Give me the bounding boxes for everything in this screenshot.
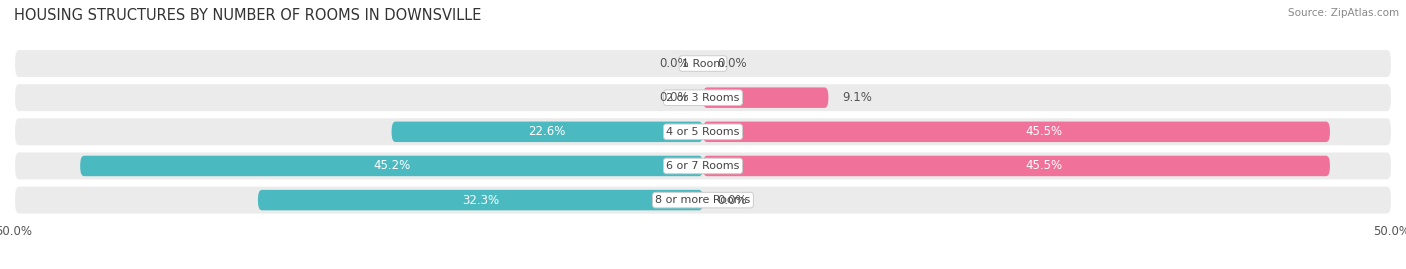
Text: Source: ZipAtlas.com: Source: ZipAtlas.com: [1288, 8, 1399, 18]
Text: 45.2%: 45.2%: [373, 160, 411, 172]
Text: 2 or 3 Rooms: 2 or 3 Rooms: [666, 93, 740, 103]
FancyBboxPatch shape: [80, 156, 703, 176]
Text: 32.3%: 32.3%: [463, 194, 499, 207]
Text: 9.1%: 9.1%: [842, 91, 872, 104]
Text: 8 or more Rooms: 8 or more Rooms: [655, 195, 751, 205]
Text: 0.0%: 0.0%: [659, 91, 689, 104]
Text: 0.0%: 0.0%: [659, 57, 689, 70]
FancyBboxPatch shape: [14, 49, 1392, 78]
FancyBboxPatch shape: [703, 122, 1330, 142]
Text: 1 Room: 1 Room: [682, 59, 724, 69]
FancyBboxPatch shape: [257, 190, 703, 210]
Text: 45.5%: 45.5%: [1025, 125, 1063, 138]
FancyBboxPatch shape: [392, 122, 703, 142]
FancyBboxPatch shape: [14, 186, 1392, 215]
FancyBboxPatch shape: [14, 117, 1392, 146]
FancyBboxPatch shape: [703, 156, 1330, 176]
Text: 22.6%: 22.6%: [529, 125, 567, 138]
FancyBboxPatch shape: [14, 83, 1392, 112]
FancyBboxPatch shape: [703, 87, 828, 108]
Text: 4 or 5 Rooms: 4 or 5 Rooms: [666, 127, 740, 137]
Text: 0.0%: 0.0%: [717, 194, 747, 207]
FancyBboxPatch shape: [14, 151, 1392, 180]
Text: 6 or 7 Rooms: 6 or 7 Rooms: [666, 161, 740, 171]
Text: HOUSING STRUCTURES BY NUMBER OF ROOMS IN DOWNSVILLE: HOUSING STRUCTURES BY NUMBER OF ROOMS IN…: [14, 8, 481, 23]
Text: 45.5%: 45.5%: [1025, 160, 1063, 172]
Text: 0.0%: 0.0%: [717, 57, 747, 70]
